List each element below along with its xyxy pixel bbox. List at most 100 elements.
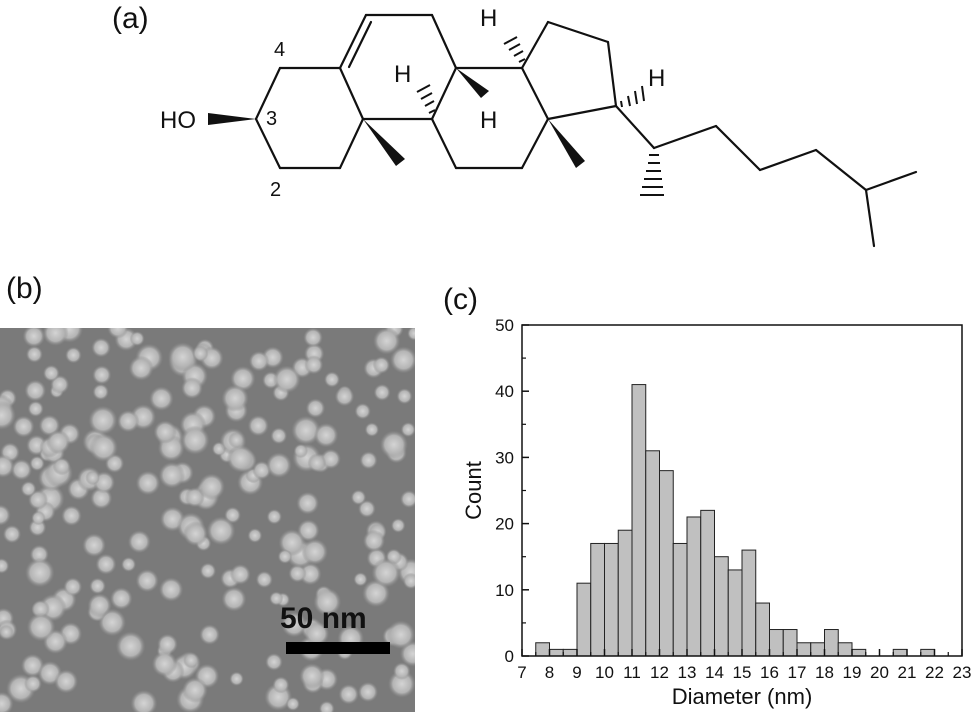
nanoparticle <box>301 538 328 565</box>
nanoparticle <box>386 620 415 650</box>
x-tick-label: 11 <box>623 663 641 682</box>
histogram-bar <box>562 648 578 657</box>
nanoparticle <box>353 572 368 587</box>
nanoparticle <box>52 457 71 476</box>
nanoparticle <box>180 425 210 455</box>
nanoparticle <box>115 631 146 662</box>
nanoparticle <box>221 384 249 412</box>
nanoparticle <box>149 386 174 411</box>
nanoparticle <box>151 651 178 677</box>
x-tick-label: 12 <box>650 663 669 682</box>
histogram-bar <box>549 648 564 657</box>
nanoparticle <box>167 342 198 372</box>
nanoparticle <box>25 557 55 588</box>
scale-bar <box>286 642 390 654</box>
nanoparticle <box>273 365 301 394</box>
nanoparticles <box>0 328 415 712</box>
histogram-bar <box>755 602 770 657</box>
nanoparticle <box>10 459 33 481</box>
nanoparticle <box>92 383 109 401</box>
nanoparticle <box>354 403 371 420</box>
y-tick-label: 20 <box>495 515 514 534</box>
nanoparticle <box>338 684 359 705</box>
nanoparticle <box>359 451 378 470</box>
nanoparticle <box>199 624 220 645</box>
x-tick-label: 7 <box>517 663 526 682</box>
histogram-bar <box>714 556 729 657</box>
nanoparticle <box>390 346 415 374</box>
nanoparticle <box>350 489 367 506</box>
nanoparticle <box>89 433 118 462</box>
panel-label-b: (b) <box>6 272 43 305</box>
nanoparticle <box>46 429 71 455</box>
nanoparticle <box>181 377 203 399</box>
nanoparticle <box>158 461 186 489</box>
nanoparticle <box>110 587 133 610</box>
nanoparticle <box>107 328 129 339</box>
nanoparticle <box>95 553 117 575</box>
nanoparticle <box>269 591 284 606</box>
x-axis-label: Diameter (nm) <box>672 684 813 709</box>
nanoparticle <box>281 611 307 638</box>
wedge-methyl-13 <box>548 119 585 168</box>
histogram-bar <box>727 569 743 657</box>
nanoparticle <box>198 473 226 501</box>
histogram-bar <box>590 542 605 657</box>
nanoparticle <box>61 505 82 526</box>
histogram-bar <box>810 642 825 657</box>
nanoparticle <box>88 405 118 435</box>
nanoparticle <box>92 365 112 385</box>
nanoparticle <box>362 529 386 552</box>
nanoparticle <box>0 454 15 478</box>
histogram-bar <box>631 384 647 657</box>
sem-micrograph: 50 nm <box>0 328 415 712</box>
x-tick-label: 9 <box>572 663 581 682</box>
histogram-bar <box>824 629 839 657</box>
nanoparticle <box>12 415 35 438</box>
y-tick-label: 10 <box>495 581 514 600</box>
nanoparticle <box>82 533 106 558</box>
x-tick-label: 22 <box>925 663 944 682</box>
y-tick-label: 40 <box>495 382 514 401</box>
nanoparticle <box>0 504 11 526</box>
carbon-3-label: 3 <box>266 108 277 130</box>
nanoparticle <box>91 337 111 358</box>
hydrogen-8-label: H <box>394 61 411 88</box>
y-axis-ticks: 0 10 20 30 40 50 <box>495 316 529 666</box>
nanoparticle <box>400 422 415 438</box>
nanoparticle <box>293 443 308 459</box>
x-tick-label: 20 <box>870 663 889 682</box>
nanoparticle <box>288 564 307 583</box>
x-tick-label: 14 <box>705 663 724 682</box>
nanoparticle <box>87 593 112 618</box>
nanoparticle <box>305 398 326 418</box>
nanoparticle <box>390 518 406 533</box>
histogram-bar <box>604 542 619 657</box>
nanoparticle <box>255 570 273 589</box>
nanoparticle <box>0 400 16 430</box>
nanoparticle <box>324 371 340 388</box>
nanoparticle <box>129 331 145 347</box>
histogram-bar <box>700 509 715 657</box>
nanoparticle <box>24 674 42 693</box>
x-tick-label: 19 <box>843 663 862 682</box>
x-tick-label: 18 <box>815 663 834 682</box>
nanoparticle <box>135 569 159 593</box>
nanoparticle <box>85 470 100 486</box>
histogram-bar <box>769 629 784 657</box>
nanoparticle <box>228 431 245 449</box>
histogram-bar <box>796 642 812 657</box>
nanoparticle <box>157 633 178 655</box>
diameter-histogram: 7 8 9 10 11 12 13 14 15 16 17 18 19 20 21 22 23 0 10 20 30 4… <box>461 316 971 709</box>
nanoparticle <box>2 524 22 544</box>
nanoparticle <box>153 420 177 444</box>
x-tick-label: 17 <box>788 663 807 682</box>
x-tick-label: 15 <box>733 663 752 682</box>
nanoparticle <box>248 351 270 372</box>
nanoparticle <box>247 415 269 437</box>
nanoparticle <box>63 577 83 597</box>
nanoparticle <box>226 444 255 473</box>
nanoparticle <box>379 430 408 459</box>
scale-bar-label: 50 nm <box>280 602 367 635</box>
histogram-bar <box>851 648 867 657</box>
